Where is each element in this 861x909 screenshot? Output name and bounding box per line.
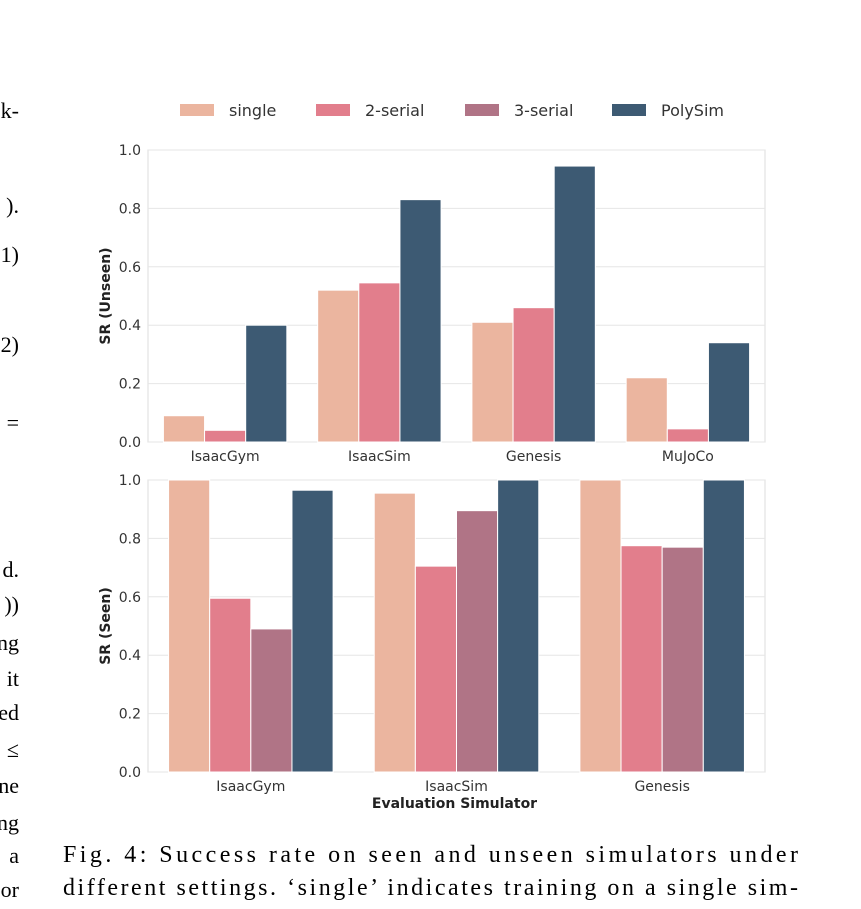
- bar: [358, 282, 401, 443]
- y-tick-label: 1.0: [119, 473, 141, 489]
- y-tick-label: 0.4: [119, 318, 141, 334]
- x-tick-label: Genesis: [634, 779, 689, 795]
- bar: [620, 545, 663, 773]
- margin-text: 1): [1, 242, 19, 267]
- bar: [512, 307, 555, 443]
- legend-label: 3-serial: [514, 101, 573, 120]
- x-axis-label: Evaluation Simulator: [372, 796, 537, 812]
- margin-text: d.: [3, 557, 20, 582]
- margin-text: ed: [0, 700, 19, 725]
- x-tick-label: IsaacSim: [348, 449, 411, 465]
- bar: [456, 510, 499, 773]
- margin-text: a: [9, 843, 19, 868]
- legend-swatch: [316, 104, 350, 116]
- x-tick-label: Genesis: [506, 449, 561, 465]
- bar: [625, 377, 668, 443]
- margin-text: =: [7, 410, 19, 435]
- caption-line: Fig. 4: Success rate on seen and unseen …: [63, 842, 798, 868]
- bar: [399, 199, 442, 443]
- legend-label: single: [229, 101, 276, 120]
- margin-text: or: [1, 877, 20, 902]
- y-tick-label: 0.0: [119, 435, 141, 451]
- margin-text: ).: [6, 193, 19, 218]
- bar: [702, 479, 745, 773]
- margin-text: k-: [1, 98, 19, 123]
- bar: [291, 489, 334, 773]
- y-tick-label: 1.0: [119, 143, 141, 159]
- y-tick-label: 0.6: [119, 260, 141, 276]
- y-tick-label: 0.2: [119, 707, 141, 723]
- legend-label: PolySim: [661, 101, 724, 120]
- margin-text: ne: [0, 773, 19, 798]
- bar: [162, 415, 206, 443]
- y-axis-label: SR (Seen): [98, 587, 114, 665]
- x-tick-label: IsaacGym: [191, 449, 260, 465]
- x-tick-label: IsaacGym: [216, 779, 285, 795]
- margin-text: 2): [1, 332, 19, 357]
- y-axis-label: SR (Unseen): [98, 247, 114, 344]
- y-tick-label: 0.8: [119, 531, 141, 547]
- margin-text: ng: [0, 810, 19, 835]
- bar: [245, 324, 288, 443]
- y-tick-label: 0.2: [119, 377, 141, 393]
- bar: [414, 565, 458, 773]
- margin-text: )): [4, 592, 19, 617]
- bar: [579, 479, 622, 773]
- bar: [168, 479, 211, 773]
- bar: [250, 628, 293, 773]
- legend-swatch: [465, 104, 499, 116]
- bar: [209, 597, 252, 773]
- bar: [317, 289, 360, 443]
- legend-label: 2-serial: [365, 101, 424, 120]
- bar: [373, 492, 416, 773]
- y-tick-label: 0.6: [119, 590, 141, 606]
- margin-text: ng: [0, 630, 19, 655]
- bar: [497, 479, 540, 773]
- bar: [553, 165, 596, 443]
- margin-text: ≤: [7, 737, 19, 762]
- margin-text: it: [7, 666, 19, 691]
- caption-line: different settings. ‘single’ indicates t…: [63, 875, 798, 901]
- bar: [661, 546, 704, 773]
- legend-swatch: [180, 104, 214, 116]
- plot-frame: [147, 149, 766, 443]
- y-tick-label: 0.8: [119, 201, 141, 217]
- y-tick-label: 0.0: [119, 765, 141, 781]
- bar: [707, 342, 751, 443]
- bar: [666, 428, 709, 443]
- y-tick-label: 0.4: [119, 648, 141, 664]
- x-tick-label: MuJoCo: [662, 449, 714, 465]
- bar: [204, 429, 247, 443]
- legend-swatch: [612, 104, 646, 116]
- x-tick-label: IsaacSim: [425, 779, 488, 795]
- bar: [471, 321, 514, 443]
